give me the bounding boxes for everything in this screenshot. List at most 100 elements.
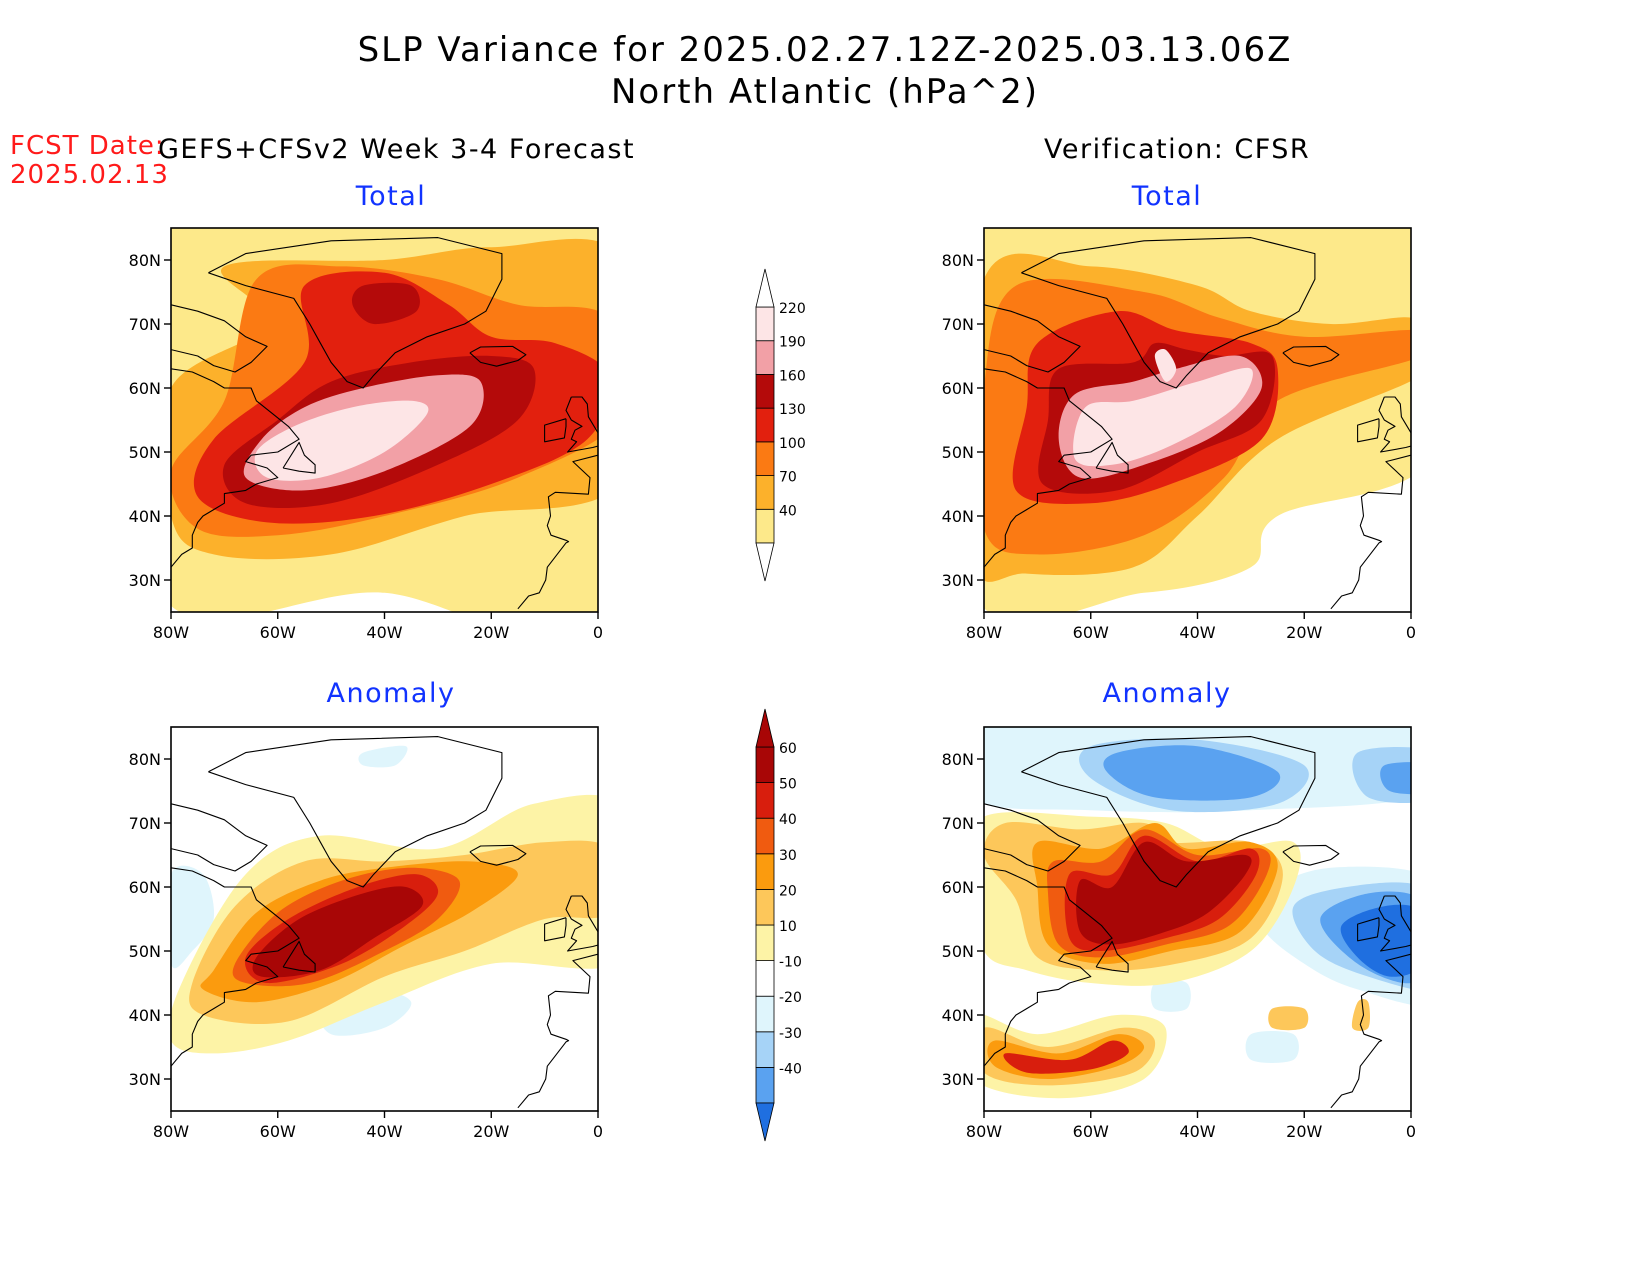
lat-tick-label: 80N — [129, 251, 161, 270]
lat-tick-label: 80N — [129, 750, 161, 769]
lat-tick-label: 40N — [129, 507, 161, 526]
lat-tick-label: 70N — [129, 814, 161, 833]
coastline — [984, 736, 1411, 1109]
lat-tick-label: 60N — [942, 878, 974, 897]
colorbar-swatch — [755, 340, 775, 375]
colorbar-tip-bottom — [755, 1102, 775, 1142]
main-title: SLP Variance for 2025.02.27.12Z-2025.03.… — [357, 30, 1293, 70]
colorbar-level-label: -20 — [779, 990, 802, 1006]
lon-tick-label: 40W — [366, 1122, 402, 1141]
contour-region — [1154, 348, 1177, 382]
colorbar-level-label: 190 — [779, 335, 806, 351]
lon-tick-label: 0 — [1406, 1122, 1416, 1141]
contour-region — [252, 886, 424, 978]
contour-region — [1351, 998, 1371, 1032]
colorbar-level-label: 160 — [779, 368, 806, 384]
lat-tick-label: 70N — [942, 814, 974, 833]
forecast-header: GEFS+CFSv2 Week 3-4 Forecast — [158, 134, 636, 165]
contour-region — [1103, 745, 1281, 801]
contour-region — [1268, 1006, 1309, 1031]
colorbar-level-label: 50 — [779, 777, 797, 793]
contour-fills — [984, 727, 1411, 1111]
colorbar-level-label: 70 — [779, 470, 797, 486]
colorbar-swatch — [755, 1066, 775, 1104]
colorbar-swatch — [755, 1031, 775, 1068]
colorbar-swatch — [755, 924, 775, 961]
contour-region — [1003, 1040, 1129, 1074]
lon-tick-label: 0 — [593, 623, 603, 642]
contour-region — [351, 282, 420, 325]
lat-tick-label: 60N — [129, 379, 161, 398]
lon-tick-label: 80W — [153, 1122, 189, 1141]
lat-tick-label: 80N — [942, 251, 974, 270]
colorbar-level-label: 10 — [779, 919, 797, 935]
colorbar-level-label: 220 — [779, 301, 806, 317]
contour-region — [171, 865, 215, 969]
forecast-total-label: Total — [355, 181, 427, 212]
colorbar-level-label: -10 — [779, 955, 802, 971]
lat-tick-label: 60N — [129, 878, 161, 897]
fcst-date-label: FCST Date: — [10, 131, 165, 161]
lon-tick-label: 80W — [966, 1122, 1002, 1141]
verification-header: Verification: CFSR — [1044, 134, 1311, 165]
colorbar-level-label: 30 — [779, 848, 797, 864]
colorbar-tip-top — [755, 708, 775, 748]
lon-tick-label: 80W — [153, 623, 189, 642]
coastline — [171, 736, 598, 1109]
lat-tick-label: 50N — [942, 443, 974, 462]
colorbar-swatch — [755, 995, 775, 1033]
verification-total-label: Total — [1131, 181, 1203, 212]
colorbar-swatch — [755, 888, 775, 926]
colorbar-tip-top — [755, 268, 775, 308]
lon-tick-label: 20W — [473, 1122, 509, 1141]
lat-tick-label: 40N — [942, 1006, 974, 1025]
colorbar-level-label: 130 — [779, 402, 806, 418]
lon-tick-label: 80W — [966, 623, 1002, 642]
contour-fills — [984, 228, 1411, 612]
contour-fills — [171, 727, 598, 1111]
colorbar-level-label: 20 — [779, 883, 797, 899]
lat-tick-label: 70N — [942, 315, 974, 334]
colorbar-level-label: 60 — [779, 741, 797, 757]
anomaly-colorbar: -40 -30 -20 -10 10 20 30 40 50 60 — [755, 708, 802, 1142]
verification-total-map: 80N 70N 60N 50N 40N 30N 80W 60W 40W 20W 0 — [942, 227, 1416, 642]
verification-anomaly-map: 80N 70N 60N 50N 40N 30N 80W 60W 40W 20W 0 — [942, 726, 1416, 1141]
lon-tick-label: 60W — [260, 623, 296, 642]
main-subtitle: North Atlantic (hPa^2) — [610, 72, 1039, 112]
lat-tick-label: 50N — [129, 942, 161, 961]
forecast-anomaly-label: Anomaly — [326, 678, 456, 709]
coastline — [171, 237, 598, 610]
lon-tick-label: 20W — [1286, 1122, 1322, 1141]
lon-tick-label: 40W — [1179, 1122, 1215, 1141]
contour-region — [1076, 841, 1252, 945]
colorbar-level-label: 40 — [779, 812, 797, 828]
lon-tick-label: 0 — [1406, 623, 1416, 642]
lon-tick-label: 60W — [1073, 623, 1109, 642]
lat-tick-label: 70N — [129, 315, 161, 334]
colorbar-swatch — [755, 960, 775, 997]
colorbar-level-label: 40 — [779, 503, 797, 519]
verification-anomaly-label: Anomaly — [1102, 678, 1232, 709]
lat-tick-label: 30N — [942, 1070, 974, 1089]
forecast-anomaly-map: 80N 70N 60N 50N 40N 30N 80W 60W 40W 20W 0 — [129, 726, 603, 1141]
colorbar-swatch — [755, 746, 775, 783]
contour-region — [1150, 979, 1191, 1012]
lat-tick-label: 40N — [942, 507, 974, 526]
lat-tick-label: 30N — [129, 571, 161, 590]
lat-tick-label: 30N — [129, 1070, 161, 1089]
contour-region — [1380, 762, 1411, 795]
lat-tick-label: 50N — [942, 942, 974, 961]
colorbar-swatch — [755, 508, 775, 544]
lat-tick-label: 50N — [129, 443, 161, 462]
colorbar-level-label: 100 — [779, 436, 806, 452]
lon-tick-label: 40W — [366, 623, 402, 642]
lon-tick-label: 60W — [1073, 1122, 1109, 1141]
total-colorbar: 40 70 100 130 160 190 220 — [755, 268, 806, 582]
fcst-date-value: 2025.02.13 — [10, 160, 169, 190]
contour-region — [1073, 367, 1253, 467]
colorbar-swatch — [755, 306, 775, 342]
colorbar-swatch — [755, 441, 775, 476]
colorbar-tip-bottom — [755, 542, 775, 582]
contour-region — [358, 745, 408, 768]
lat-tick-label: 80N — [942, 750, 974, 769]
